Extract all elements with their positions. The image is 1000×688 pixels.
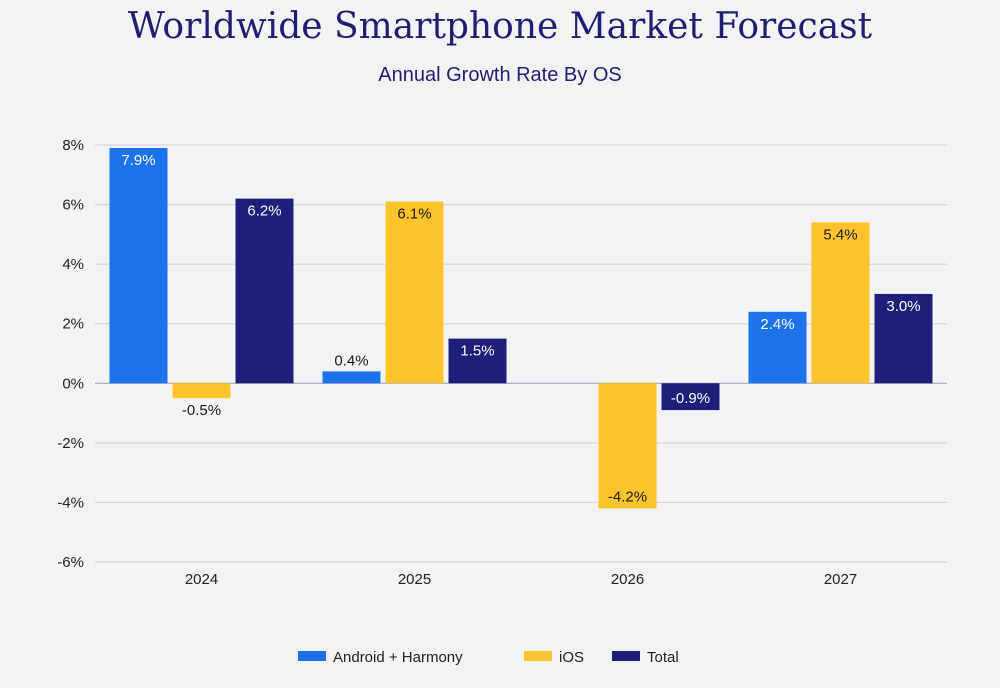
- x-tick-label: 2026: [611, 571, 644, 588]
- legend: Android + Harmony iOS Total: [298, 649, 679, 666]
- bar: [109, 147, 168, 384]
- y-tick-label: -2%: [57, 435, 84, 452]
- legend-label: iOS: [559, 649, 584, 666]
- data-label: 6.2%: [247, 203, 281, 220]
- x-tick-label: 2027: [824, 571, 857, 588]
- legend-swatch: [612, 651, 640, 661]
- x-tick-label: 2024: [185, 571, 218, 588]
- data-label: 5.4%: [823, 226, 857, 243]
- y-tick-label: 8%: [62, 137, 84, 154]
- data-label: 0.4%: [334, 352, 368, 369]
- bar: [874, 293, 933, 384]
- y-tick-label: 2%: [62, 316, 84, 333]
- bar: [385, 201, 444, 384]
- data-label: 6.1%: [397, 206, 431, 223]
- legend-label: Android + Harmony: [333, 649, 463, 666]
- legend-label: Total: [647, 649, 679, 666]
- x-axis-categories: 2024 2025 2026 2027: [185, 571, 857, 588]
- chart-title: Worldwide Smartphone Market Forecast: [128, 6, 873, 47]
- y-tick-label: -4%: [57, 494, 84, 511]
- bars: [109, 147, 933, 509]
- data-label: 1.5%: [460, 343, 494, 360]
- chart-subtitle: Annual Growth Rate By OS: [378, 64, 621, 86]
- legend-swatch: [298, 651, 326, 661]
- data-label: -0.5%: [182, 402, 221, 419]
- y-tick-label: -6%: [57, 554, 84, 571]
- bar: [172, 383, 231, 399]
- bar: [811, 222, 870, 384]
- bar: [235, 198, 294, 384]
- bar: [322, 371, 381, 384]
- data-label: 7.9%: [121, 152, 155, 169]
- data-label: -4.2%: [608, 488, 647, 505]
- data-labels: 7.9% -0.5% 6.2% 0.4% 6.1% 1.5% -4.2% -0.9% 2.4% 5…: [121, 152, 920, 505]
- bar: [661, 383, 720, 411]
- bar: [748, 311, 807, 384]
- legend-swatch: [524, 651, 552, 661]
- bar: [598, 383, 657, 509]
- bar: [448, 338, 507, 384]
- x-tick-label: 2025: [398, 571, 431, 588]
- data-label: 2.4%: [760, 316, 794, 333]
- y-tick-label: 6%: [62, 197, 84, 214]
- y-tick-label: 4%: [62, 256, 84, 273]
- data-label: -0.9%: [671, 390, 710, 407]
- y-axis-ticks: 8% 6% 4% 2% 0% -2% -4% -6%: [57, 137, 84, 571]
- y-tick-label: 0%: [62, 375, 84, 392]
- data-label: 3.0%: [886, 298, 920, 315]
